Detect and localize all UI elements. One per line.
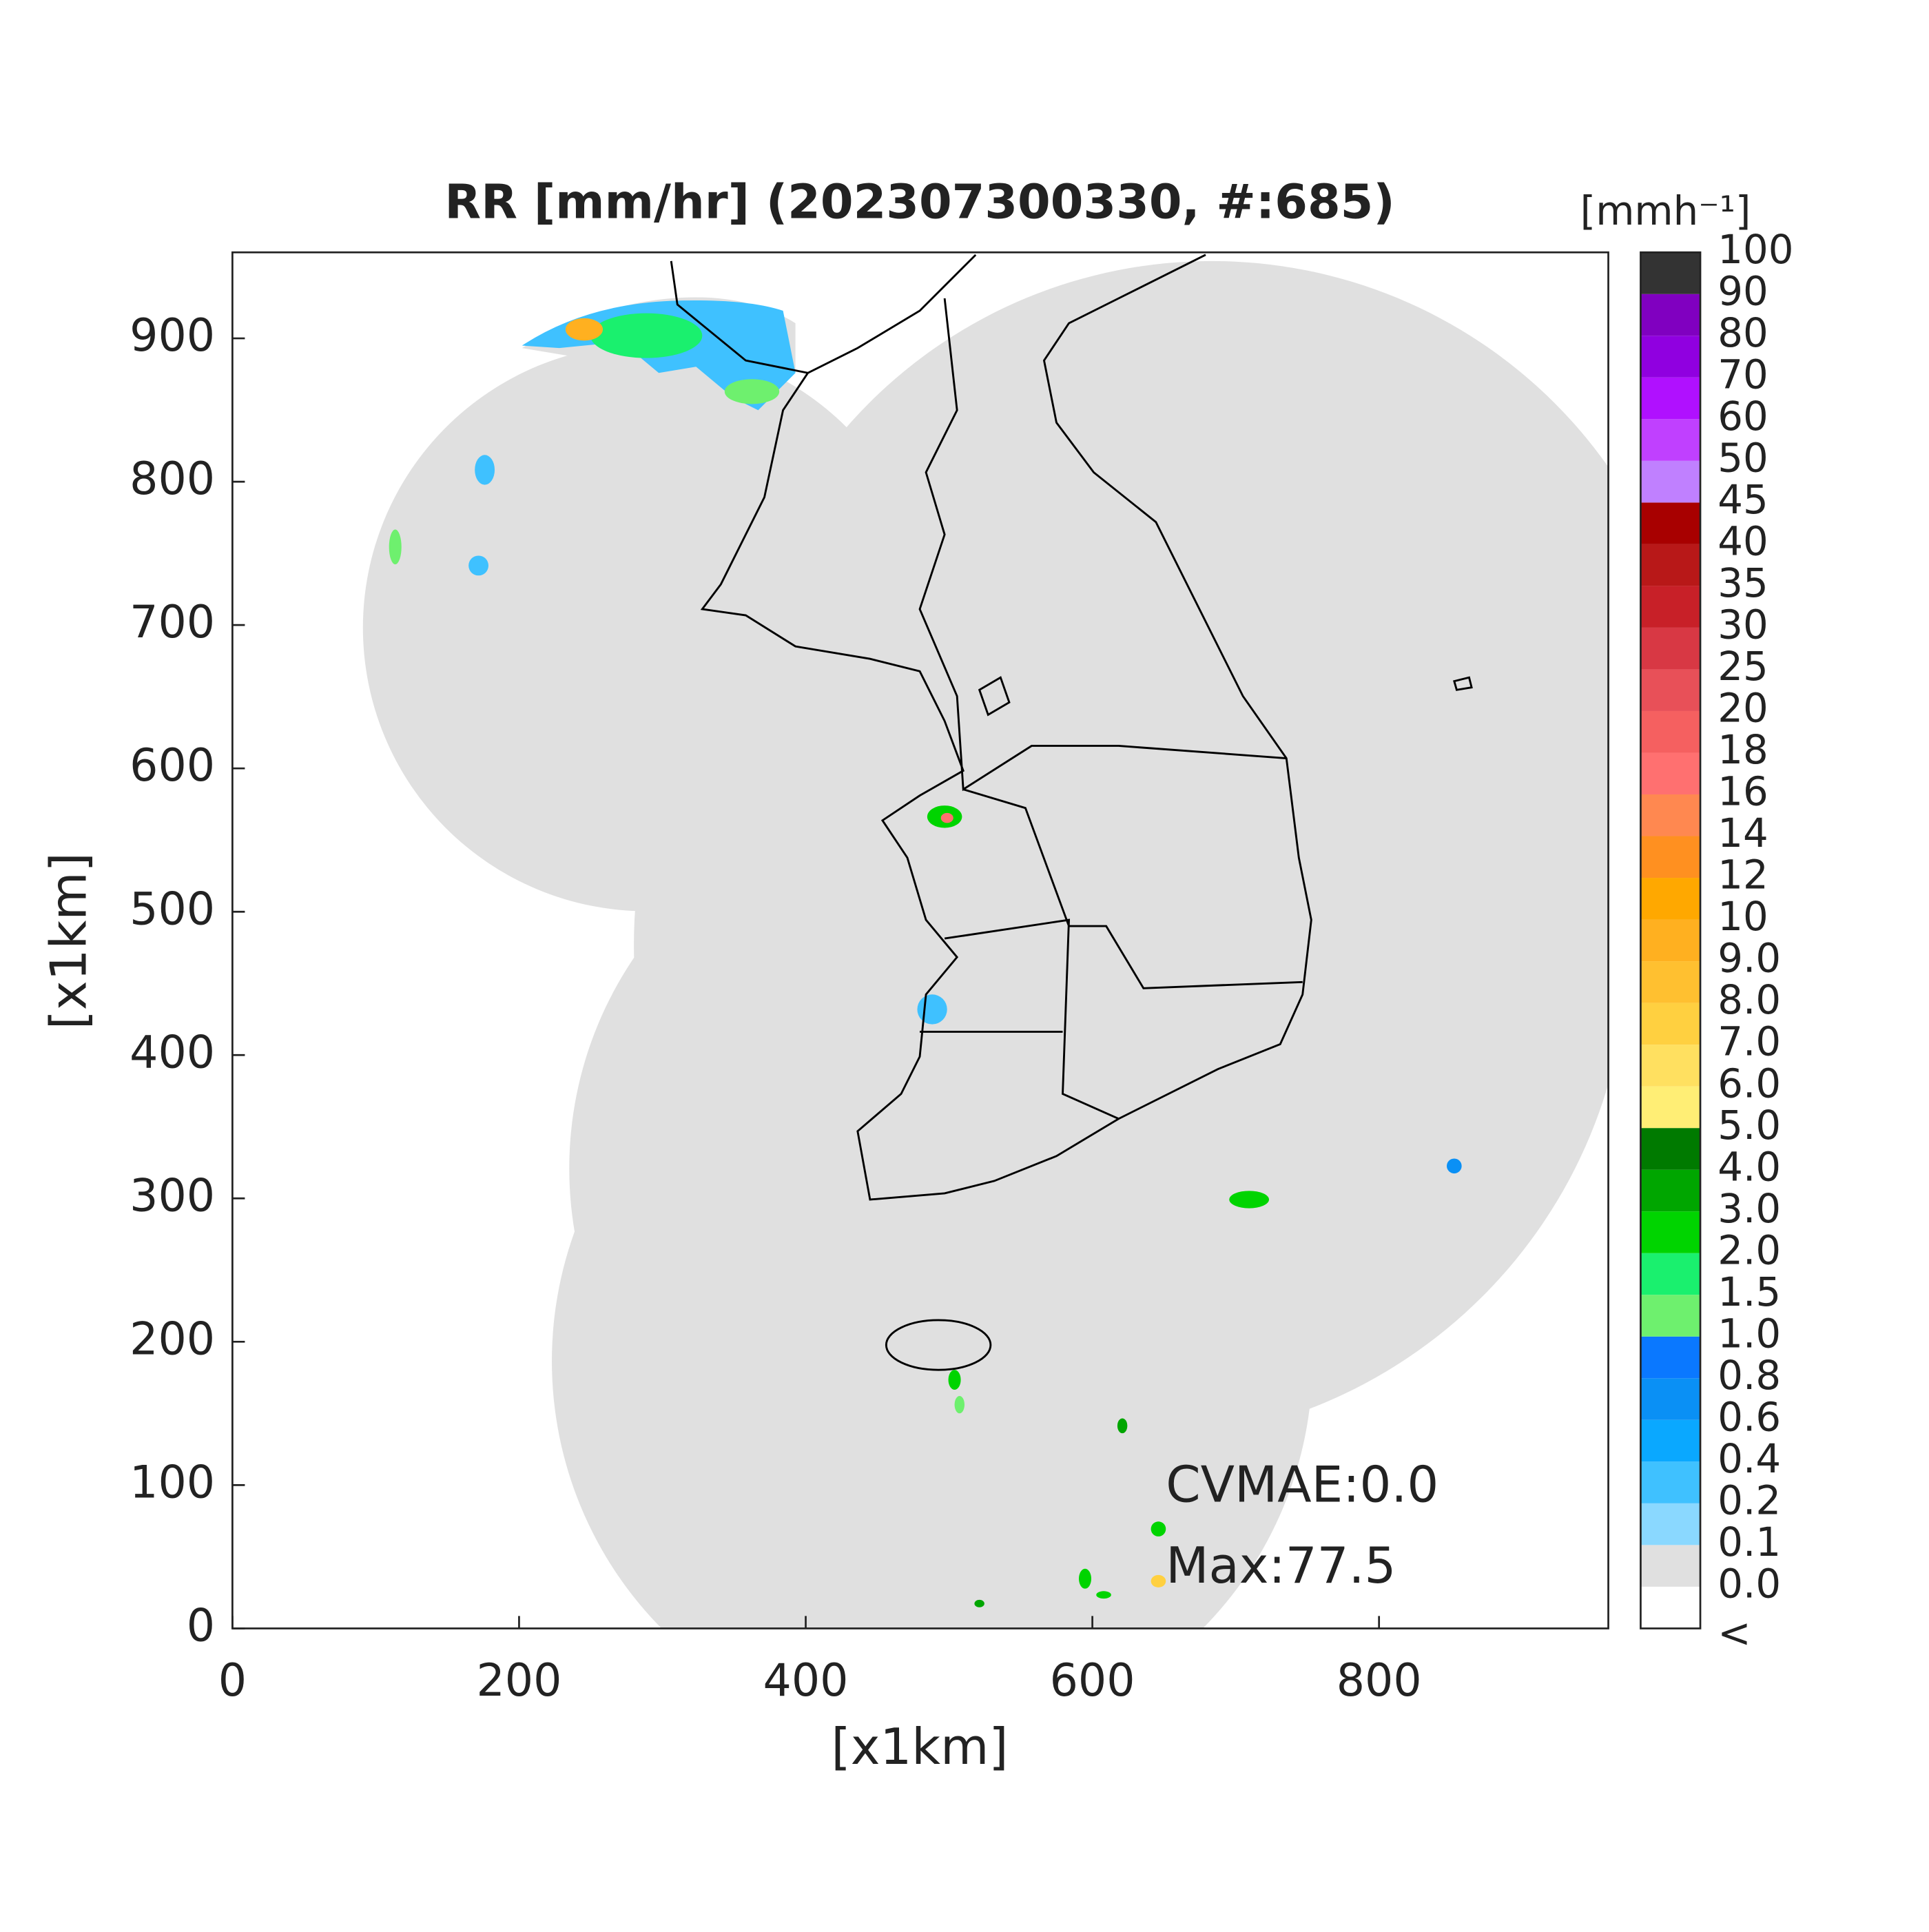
colorbar-tick-label: 30 bbox=[1717, 602, 1768, 648]
colorbar-tick-label: 18 bbox=[1717, 726, 1768, 773]
colorbar-tick-label: < bbox=[1717, 1610, 1751, 1656]
y-tick-label: 700 bbox=[130, 597, 215, 648]
colorbar-segment bbox=[1640, 1045, 1701, 1087]
colorbar-tick-label: 0.0 bbox=[1717, 1561, 1781, 1607]
y-tick-label: 300 bbox=[130, 1170, 215, 1222]
colorbar-tick-label: 20 bbox=[1717, 685, 1768, 732]
colorbar-tick-label: 5.0 bbox=[1717, 1102, 1781, 1149]
annotation: CVMAE:0.0 bbox=[1166, 1457, 1438, 1514]
colorbar-segment bbox=[1640, 1419, 1701, 1462]
colorbar-tick-label: 16 bbox=[1717, 768, 1768, 815]
annotation: Max:77.5 bbox=[1166, 1537, 1396, 1595]
colorbar-segment bbox=[1640, 1503, 1701, 1545]
y-tick-label: 200 bbox=[130, 1313, 215, 1365]
colorbar-segment bbox=[1640, 377, 1701, 420]
x-axis-label: [x1km] bbox=[832, 1718, 1009, 1776]
x-tick-label: 800 bbox=[1337, 1655, 1422, 1707]
colorbar-segment bbox=[1640, 1086, 1701, 1129]
x-tick-label: 200 bbox=[476, 1655, 561, 1707]
colorbar-segment bbox=[1640, 586, 1701, 628]
y-tick-label: 600 bbox=[130, 740, 215, 792]
chart-title: RR [mm/hr] (202307300330, #:685) bbox=[444, 175, 1394, 230]
y-tick-label: 0 bbox=[187, 1600, 215, 1652]
colorbar-tick-label: 0.2 bbox=[1717, 1477, 1781, 1523]
colorbar-segment bbox=[1640, 794, 1701, 836]
colorbar-segment bbox=[1640, 1169, 1701, 1212]
colorbar-tick-label: 40 bbox=[1717, 518, 1768, 565]
colorbar-tick-label: 80 bbox=[1717, 309, 1768, 356]
colorbar-tick-label: 4.0 bbox=[1717, 1143, 1781, 1190]
y-tick-label: 800 bbox=[130, 453, 215, 505]
coastlines bbox=[670, 254, 1473, 1371]
y-tick-label: 500 bbox=[130, 883, 215, 935]
colorbar-segment bbox=[1640, 1461, 1701, 1503]
colorbar-segment bbox=[1640, 294, 1701, 336]
x-tick-label: 600 bbox=[1050, 1655, 1135, 1707]
colorbar-tick-label: 0.6 bbox=[1717, 1393, 1781, 1440]
colorbar-tick-label: 0.8 bbox=[1717, 1352, 1781, 1399]
colorbar-tick-label: 8.0 bbox=[1717, 976, 1781, 1023]
colorbar-label: [mmh⁻¹] bbox=[1580, 187, 1751, 234]
colorbar-segment bbox=[1640, 419, 1701, 461]
colorbar-segment bbox=[1640, 502, 1701, 544]
colorbar-tick-label: 1.5 bbox=[1717, 1268, 1781, 1315]
colorbar-segment bbox=[1640, 1003, 1701, 1045]
x-tick-label: 400 bbox=[763, 1655, 849, 1707]
colorbar-tick-label: 6.0 bbox=[1717, 1060, 1781, 1107]
colorbar-segment bbox=[1640, 1295, 1701, 1337]
colorbar-tick-label: 14 bbox=[1717, 810, 1768, 856]
colorbar-segment bbox=[1640, 544, 1701, 586]
colorbar-segment bbox=[1640, 460, 1701, 503]
colorbar-segment bbox=[1640, 1378, 1701, 1420]
colorbar-segment bbox=[1640, 1128, 1701, 1170]
y-tick-label: 100 bbox=[130, 1457, 215, 1508]
colorbar-segment bbox=[1640, 1336, 1701, 1379]
colorbar-tick-label: 70 bbox=[1717, 351, 1768, 398]
colorbar-tick-label: 0.1 bbox=[1717, 1519, 1781, 1565]
colorbar-tick-label: 10 bbox=[1717, 893, 1768, 940]
colorbar-segment bbox=[1640, 1211, 1701, 1253]
colorbar-segment bbox=[1640, 710, 1701, 753]
rain-echoes bbox=[389, 300, 1462, 1607]
colorbar-segment bbox=[1640, 336, 1701, 378]
colorbar-tick-label: 0.4 bbox=[1717, 1435, 1781, 1482]
colorbar-segment bbox=[1640, 627, 1701, 670]
x-tick-label: 0 bbox=[218, 1655, 247, 1707]
colorbar-segment bbox=[1640, 919, 1701, 962]
colorbar-tick-label: 3.0 bbox=[1717, 1185, 1781, 1232]
colorbar-tick-label: 25 bbox=[1717, 643, 1768, 690]
y-axis-label: [x1km] bbox=[41, 852, 99, 1029]
colorbar-segment bbox=[1640, 961, 1701, 1003]
colorbar-tick-label: 2.0 bbox=[1717, 1226, 1781, 1273]
y-tick-label: 900 bbox=[130, 310, 215, 362]
colorbar-segment bbox=[1640, 878, 1701, 920]
colorbar-tick-label: 1.0 bbox=[1717, 1310, 1781, 1357]
colorbar-tick-label: 60 bbox=[1717, 393, 1768, 440]
y-tick-label: 400 bbox=[130, 1027, 215, 1078]
colorbar-segment bbox=[1640, 1253, 1701, 1295]
colorbar-frame bbox=[1640, 251, 1702, 1630]
colorbar-segment bbox=[1640, 1545, 1701, 1587]
colorbar-tick-label: 50 bbox=[1717, 434, 1768, 481]
colorbar-tick-label: 9.0 bbox=[1717, 935, 1781, 982]
colorbar-segment bbox=[1640, 752, 1701, 794]
colorbar-segment bbox=[1640, 1586, 1701, 1629]
colorbar-segment bbox=[1640, 669, 1701, 711]
colorbar-tick-label: 7.0 bbox=[1717, 1018, 1781, 1065]
colorbar-tick-label: 45 bbox=[1717, 476, 1768, 523]
colorbar-tick-label: 12 bbox=[1717, 852, 1768, 898]
colorbar-tick-label: 90 bbox=[1717, 267, 1768, 314]
colorbar-segment bbox=[1640, 252, 1701, 294]
radar-coverage bbox=[362, 261, 1609, 1629]
colorbar-tick-label: 35 bbox=[1717, 559, 1768, 606]
colorbar-tick-label: 100 bbox=[1717, 226, 1793, 273]
plot-frame bbox=[231, 251, 1609, 1630]
colorbar-segment bbox=[1640, 836, 1701, 878]
